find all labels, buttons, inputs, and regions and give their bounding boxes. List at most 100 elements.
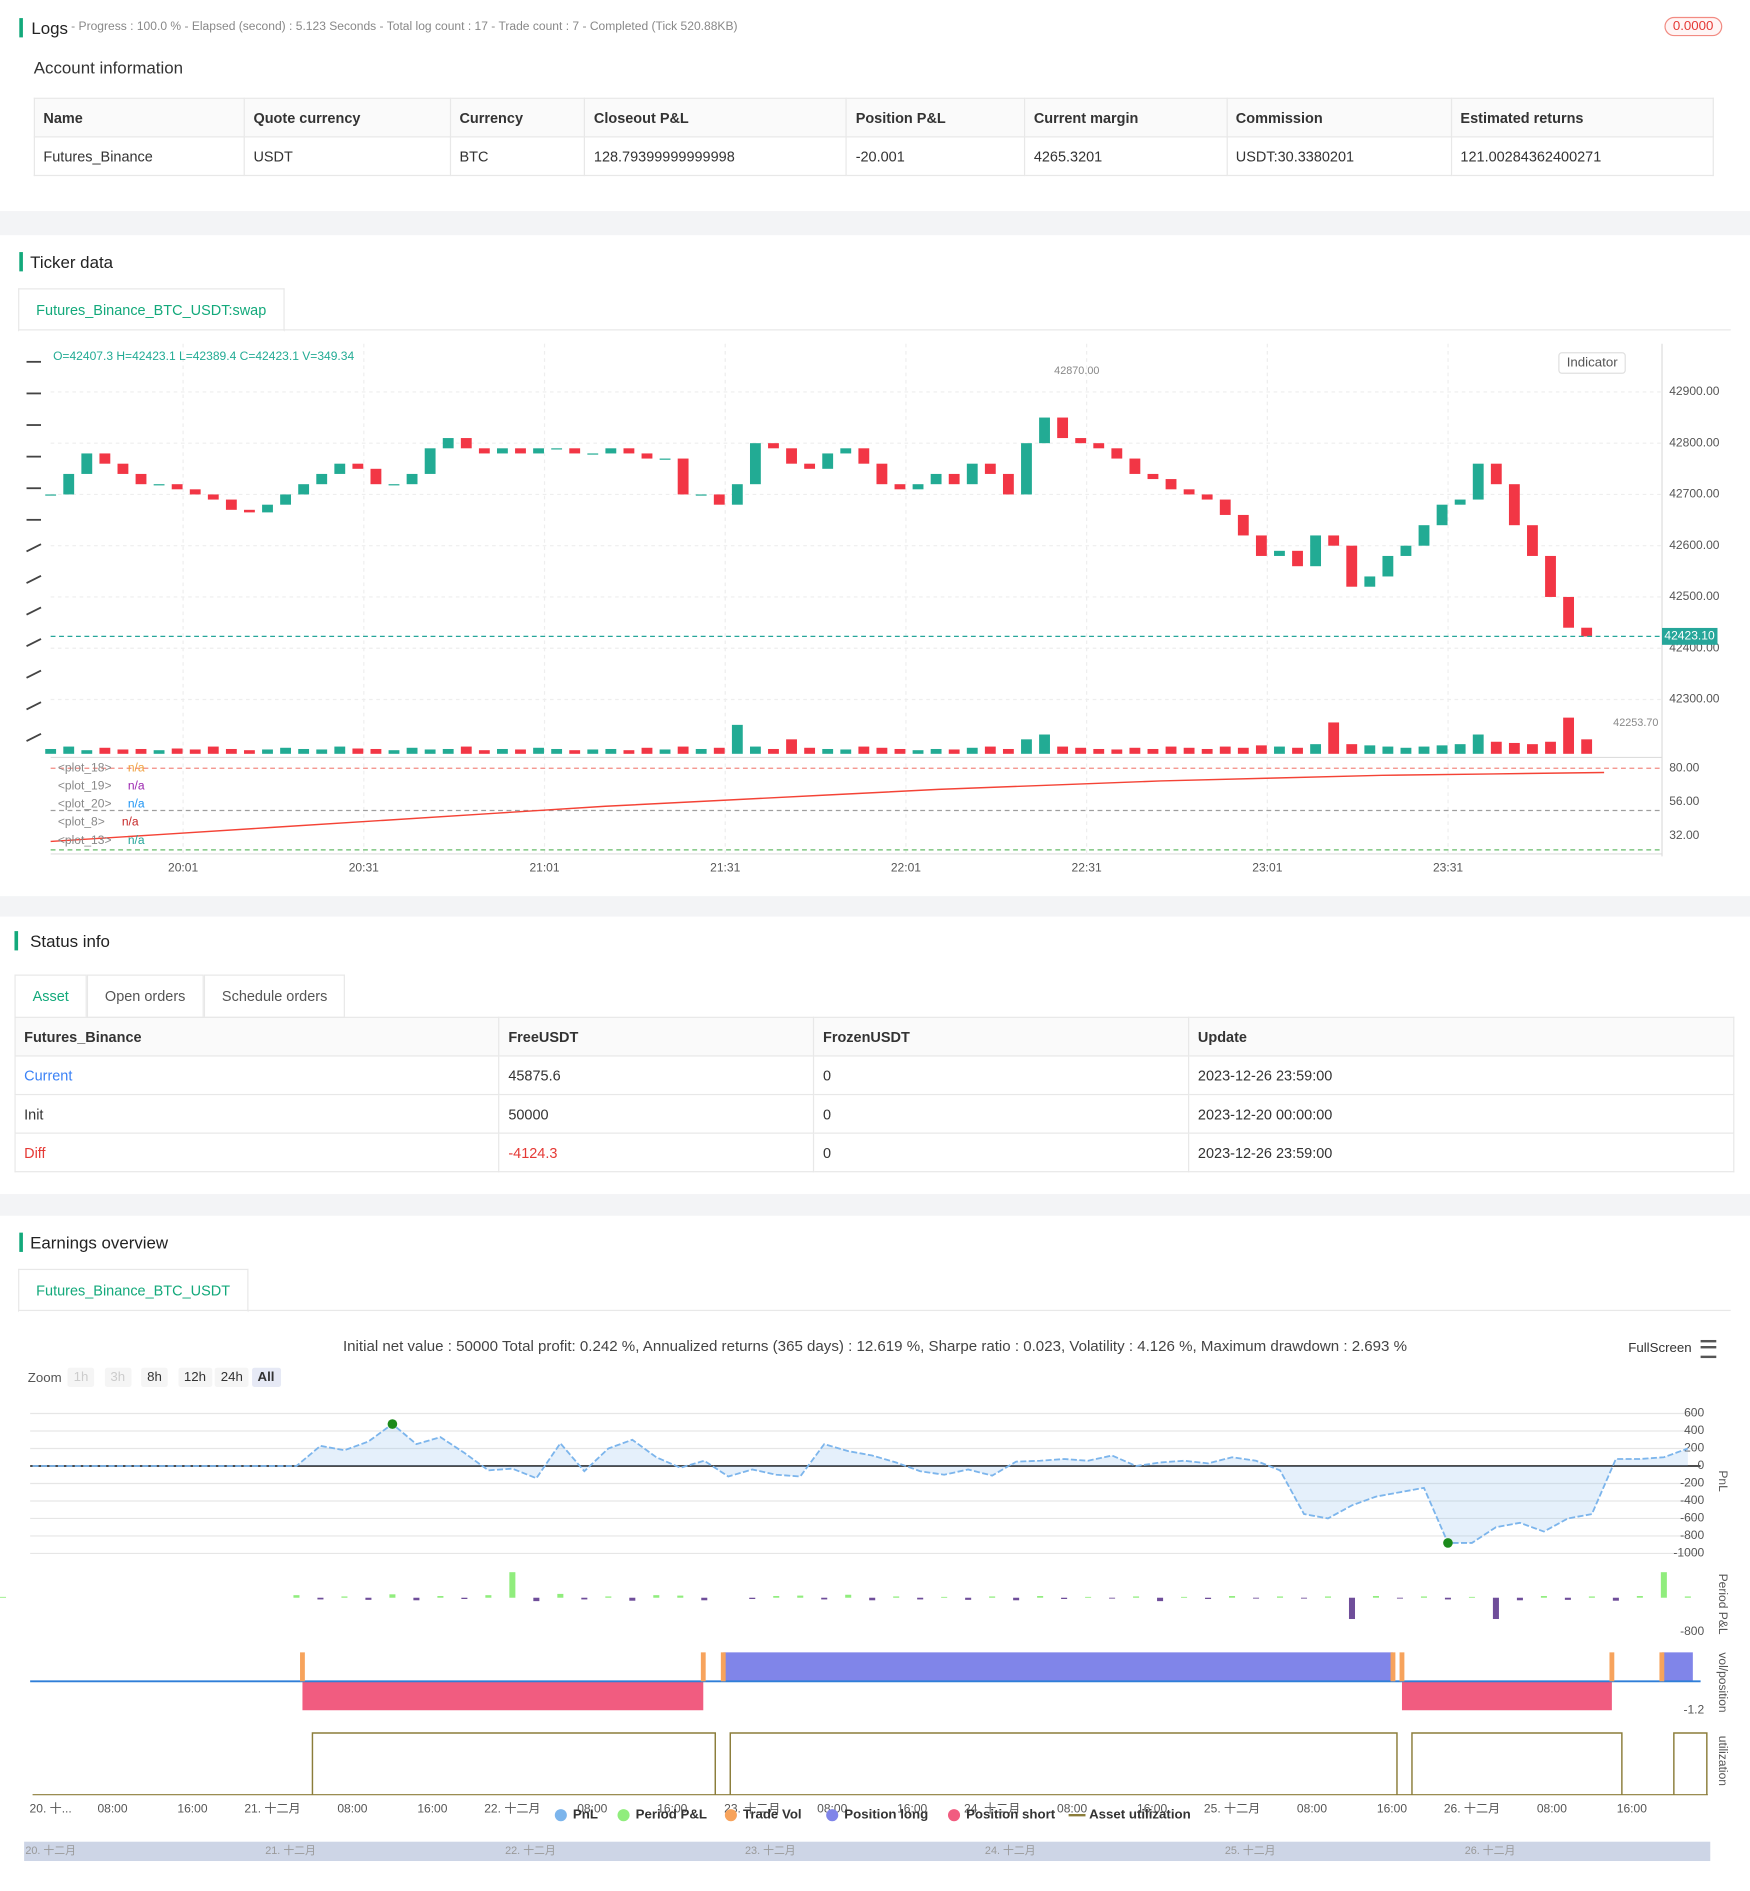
candle (1292, 550, 1303, 567)
utilization-step (729, 1732, 1398, 1795)
cell: USDT:30.3380201 (1226, 136, 1452, 177)
earnings-tab[interactable]: Futures_Binance_BTC_USDT (18, 1268, 249, 1313)
zoom-button[interactable]: 3h (104, 1367, 132, 1388)
tab[interactable]: Asset (14, 974, 87, 1018)
zoom-button[interactable]: 24h (214, 1367, 249, 1388)
candle (587, 453, 599, 455)
period-bar (1612, 1597, 1619, 1601)
zoom-button[interactable]: 1h (67, 1367, 95, 1388)
summary: Initial net value : 50000 Total profit: … (342, 1337, 1408, 1355)
candle (912, 484, 924, 490)
cell: 128.79399999999998 (584, 136, 848, 177)
cell: -4124.3 (498, 1132, 815, 1173)
legend-label: Asset utilization (1089, 1807, 1191, 1822)
y-tick-label: 42900.00 (1669, 384, 1720, 398)
volume-bar (1382, 746, 1394, 754)
y-tick-label: 32.00 (1669, 828, 1699, 842)
trade-vol (700, 1652, 706, 1682)
period-bar (701, 1597, 708, 1601)
volume-bar (1183, 747, 1195, 754)
volume-bar (478, 750, 490, 754)
x-tick-label: 20:01 (168, 861, 198, 875)
y-tick-label: 80.00 (1669, 760, 1699, 774)
volume-bar (894, 748, 906, 754)
volume-bar (225, 748, 237, 754)
volume-bar (1545, 741, 1556, 754)
period-bar (1061, 1597, 1068, 1600)
trade-vol (1659, 1652, 1665, 1682)
axis-title: vol/position (1716, 1652, 1730, 1712)
volume-bar (984, 746, 996, 754)
candle (370, 468, 382, 485)
volume-bar (352, 748, 364, 754)
period-bar (965, 1597, 972, 1600)
utilization-step (311, 1732, 716, 1795)
volume-bar (1400, 747, 1412, 754)
volume-bar (822, 748, 834, 754)
volume-bar (623, 750, 635, 754)
candle (1201, 494, 1213, 500)
x-tick-label: 16:00 (417, 1801, 447, 1815)
volume-bar (1219, 746, 1231, 754)
indicator-button[interactable]: Indicator (1558, 352, 1627, 374)
candle (460, 438, 472, 449)
menu-icon[interactable] (1700, 1339, 1717, 1359)
y-tick-label: 200 (1684, 1441, 1704, 1455)
period-bar (653, 1595, 660, 1598)
trade-vol (300, 1652, 305, 1682)
divider (18, 1309, 1731, 1312)
period-bar (1372, 1596, 1379, 1598)
cell: Diff (14, 1132, 500, 1173)
volume-bar (912, 750, 924, 754)
axis-title: Period P&L (1716, 1574, 1730, 1635)
period-bar (1396, 1597, 1403, 1599)
period-bar (1085, 1596, 1092, 1598)
volume-bar (316, 749, 328, 754)
volume-bar (1039, 734, 1050, 754)
period-bar (1684, 1596, 1691, 1598)
ticker-tab[interactable]: Futures_Binance_BTC_USDT:swap (18, 288, 285, 332)
navigator-label: 22. 十二月 (505, 1843, 556, 1857)
zoom-button[interactable]: 8h (141, 1367, 168, 1388)
cell: Futures_Binance (33, 136, 246, 177)
trade-vol (720, 1652, 726, 1682)
period-bar (1157, 1597, 1164, 1602)
navigator (24, 1841, 1711, 1862)
volume-bar (605, 748, 617, 754)
legend-value: n/a (128, 760, 145, 774)
candle (731, 484, 743, 505)
volume-bar (1165, 746, 1177, 754)
volume-bar (876, 747, 888, 754)
candle (858, 448, 870, 464)
y-tick-label: 42500.00 (1669, 589, 1720, 603)
y-tick-label: 42300.00 (1669, 692, 1720, 706)
zoom-button[interactable]: 12h (177, 1367, 213, 1388)
volume-bar (1364, 745, 1376, 754)
column-header: Closeout P&L (584, 97, 848, 138)
high-mark: 42870.00 (1054, 365, 1099, 377)
candle (695, 494, 707, 496)
account-title: Account information (33, 57, 184, 78)
volume-bar (804, 747, 816, 754)
fullscreen[interactable]: FullScreen (1628, 1341, 1692, 1356)
volume-bar (460, 746, 472, 754)
y-tick-label: -1000 (1673, 1546, 1704, 1560)
zoom-button[interactable]: All (251, 1367, 281, 1388)
candle (1183, 489, 1195, 495)
y-tick-label: 42700.00 (1669, 487, 1720, 501)
x-tick-label: 20. 十... (30, 1801, 72, 1815)
y-tick-label: -800 (1680, 1624, 1704, 1638)
volume-bar (1563, 717, 1575, 754)
y-tick-label: 42800.00 (1669, 435, 1720, 449)
status-title: Status info (30, 931, 110, 951)
period-bar (773, 1596, 780, 1598)
candle (244, 509, 255, 513)
tab[interactable]: Open orders (86, 974, 204, 1018)
position-short (1401, 1681, 1612, 1711)
x-tick-label: 20:31 (349, 861, 379, 875)
x-tick-label: 22. 十二月 (484, 1801, 540, 1815)
candle (262, 504, 273, 513)
volume-bar (695, 748, 707, 754)
